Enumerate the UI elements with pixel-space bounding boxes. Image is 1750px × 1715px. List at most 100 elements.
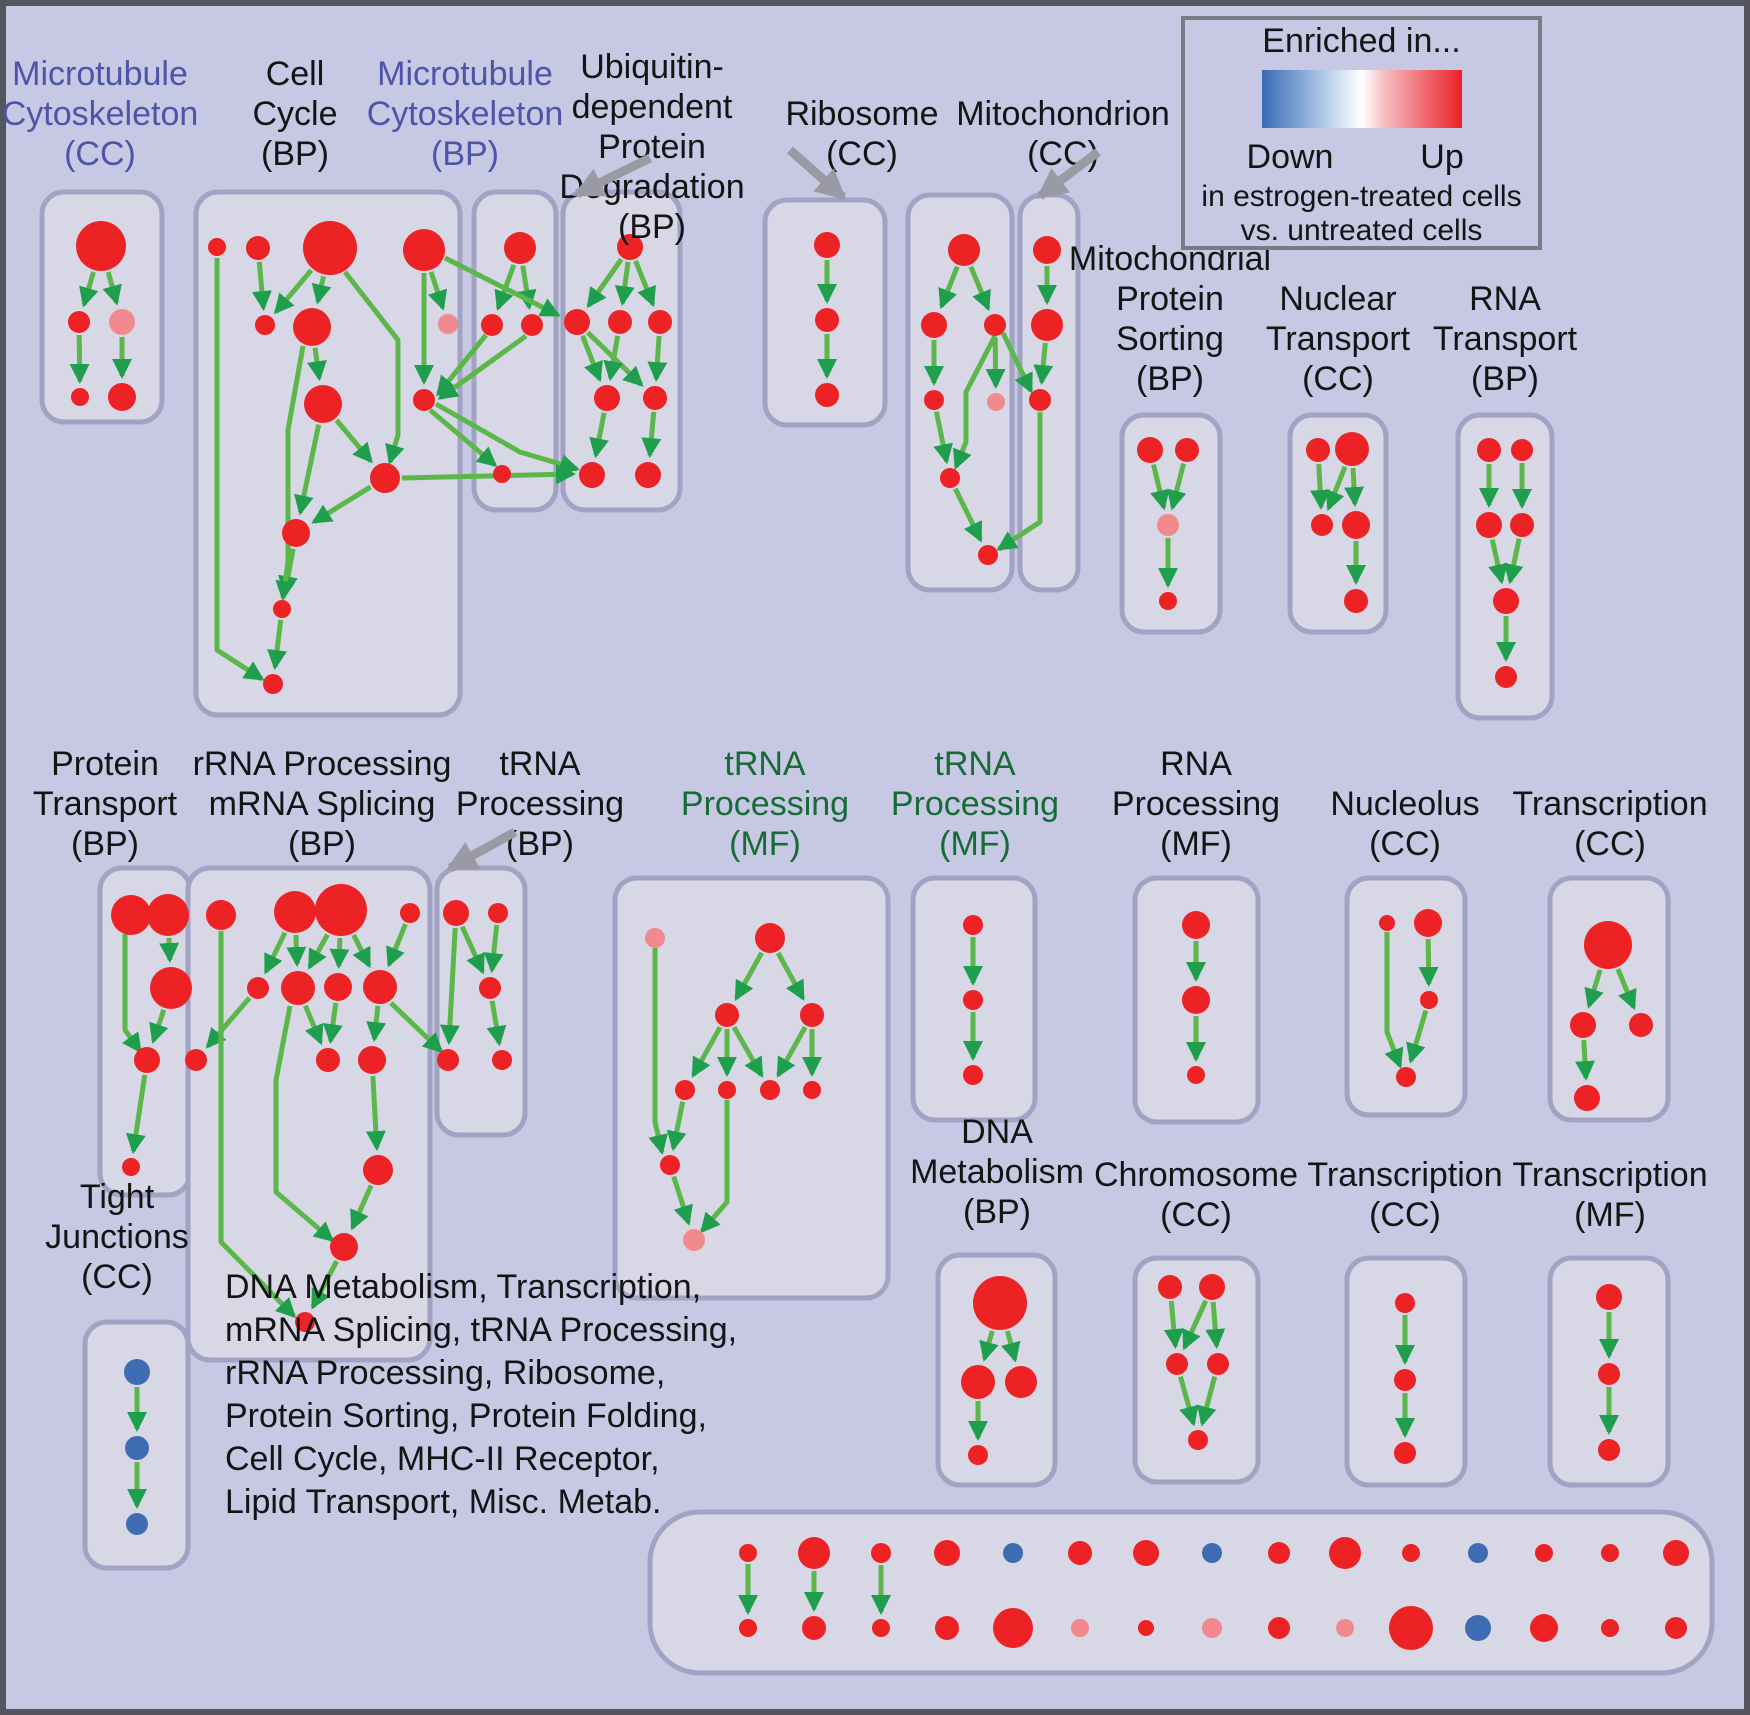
shared-terms-text-line: DNA Metabolism, Transcription, bbox=[225, 1268, 701, 1306]
go-term-node-red bbox=[815, 383, 839, 407]
cluster-box-nucleolus bbox=[1344, 875, 1468, 1118]
go-term-node-blue bbox=[125, 1436, 149, 1460]
go-term-node-red bbox=[635, 462, 661, 488]
go-term-node-red bbox=[1476, 512, 1502, 538]
cluster-label-line: (MF) bbox=[1574, 1196, 1646, 1234]
go-term-node-red bbox=[263, 674, 283, 694]
go-term-node-red bbox=[940, 468, 960, 488]
go-term-node-red bbox=[594, 385, 620, 411]
go-term-node-red bbox=[363, 1155, 393, 1185]
edge-cross bbox=[389, 1001, 444, 1054]
cluster-label-line: Processing bbox=[1112, 785, 1280, 823]
cluster-label-line: (CC) bbox=[1027, 135, 1099, 173]
go-term-node-red bbox=[921, 312, 947, 338]
shared-terms-text-line: Cell Cycle, MHC-II Receptor, bbox=[225, 1440, 660, 1478]
go-term-node-red bbox=[1379, 915, 1395, 931]
go-term-node-red bbox=[1601, 1619, 1619, 1637]
go-term-node-red bbox=[1031, 309, 1063, 341]
cluster-label-line: (CC) bbox=[1302, 360, 1374, 398]
go-term-node-red bbox=[961, 1365, 995, 1399]
legend-subtitle-2: vs. untreated cells bbox=[1241, 214, 1483, 247]
go-term-node-red bbox=[1389, 1606, 1433, 1650]
cluster-label-line: Transport bbox=[33, 785, 178, 823]
go-term-node-red bbox=[968, 1445, 988, 1465]
go-term-node-red bbox=[488, 903, 508, 923]
go-term-node-red bbox=[814, 232, 840, 258]
edge-cross bbox=[1000, 331, 1034, 394]
go-term-node-red bbox=[150, 967, 192, 1009]
cluster-label-line: Microtubule bbox=[377, 55, 553, 93]
go-term-node-red bbox=[1029, 389, 1051, 411]
legend-down-label: Down bbox=[1247, 138, 1334, 176]
go-term-node-red bbox=[739, 1619, 757, 1637]
go-term-node-red bbox=[1068, 1541, 1092, 1565]
edge bbox=[603, 335, 624, 382]
cluster-label-line: Ribosome bbox=[785, 95, 938, 133]
go-term-node-red bbox=[363, 970, 397, 1004]
go-term-node-blue bbox=[1465, 1615, 1491, 1641]
go-term-node-red bbox=[185, 1049, 207, 1071]
go-term-node-red bbox=[1394, 1369, 1416, 1391]
edge bbox=[1584, 969, 1604, 1009]
go-term-node-red bbox=[370, 463, 400, 493]
go-term-node-red bbox=[643, 386, 667, 410]
cluster-label-line: (BP) bbox=[1471, 360, 1539, 398]
go-term-node-blue bbox=[1202, 1543, 1222, 1563]
edge-cross bbox=[648, 948, 668, 1155]
go-term-node-red bbox=[1133, 1540, 1159, 1566]
edge bbox=[614, 261, 635, 307]
annotation-arrow bbox=[1036, 148, 1101, 200]
go-term-node-pink bbox=[438, 314, 458, 334]
edge bbox=[293, 424, 322, 516]
go-term-node-red bbox=[68, 311, 90, 333]
cluster-box-dna-metabolism bbox=[935, 1252, 1058, 1488]
go-term-node-red bbox=[1414, 909, 1442, 937]
go-term-node-red bbox=[1137, 437, 1163, 463]
edge bbox=[775, 951, 806, 1001]
cluster-label-line: tRNA bbox=[499, 745, 581, 783]
cluster-box-transcription-cc-upper bbox=[1547, 875, 1671, 1123]
edge-cross bbox=[437, 333, 528, 401]
edge bbox=[439, 927, 460, 1046]
go-term-node-red bbox=[293, 308, 331, 346]
go-term-node-red bbox=[802, 1616, 826, 1640]
edge bbox=[149, 1009, 169, 1044]
go-term-node-red bbox=[1598, 1439, 1620, 1461]
go-term-node-red bbox=[76, 221, 126, 271]
cluster-label-line: Microtubule bbox=[12, 55, 188, 93]
go-term-node-red bbox=[1175, 438, 1199, 462]
go-term-node-red bbox=[208, 238, 226, 256]
go-term-node-red bbox=[206, 900, 236, 930]
edge bbox=[979, 1330, 999, 1362]
go-term-node-red bbox=[1396, 1067, 1416, 1087]
cluster-label-line: Transcription bbox=[1512, 1156, 1707, 1194]
edge bbox=[1163, 1300, 1184, 1350]
go-term-node-red bbox=[617, 234, 643, 260]
go-term-node-blue bbox=[124, 1359, 150, 1385]
go-term-node-red bbox=[1402, 1544, 1420, 1562]
go-term-node-red bbox=[108, 383, 136, 411]
go-term-node-red bbox=[1335, 432, 1369, 466]
edge bbox=[159, 937, 180, 964]
cluster-label-line: Processing bbox=[456, 785, 624, 823]
go-term-node-red bbox=[1311, 514, 1333, 536]
go-term-node-red bbox=[800, 1003, 824, 1027]
cluster-label-line: mRNA Splicing bbox=[209, 785, 436, 823]
go-term-node-red bbox=[1306, 438, 1330, 462]
edge bbox=[1344, 467, 1364, 508]
cluster-label-line: (BP) bbox=[71, 825, 139, 863]
edge bbox=[586, 257, 624, 309]
cluster-label-line: Transport bbox=[1433, 320, 1578, 358]
cluster-label-line: DNA bbox=[961, 1113, 1033, 1151]
edge bbox=[731, 1025, 764, 1078]
go-term-node-blue bbox=[126, 1513, 148, 1535]
go-term-node-red bbox=[134, 1047, 160, 1073]
edge bbox=[125, 1074, 148, 1155]
legend-title: Enriched in... bbox=[1262, 22, 1460, 60]
go-term-node-red bbox=[948, 234, 980, 266]
go-term-node-red bbox=[413, 389, 435, 411]
cluster-label-line: Cell bbox=[266, 55, 325, 93]
go-term-node-red bbox=[1342, 511, 1370, 539]
edge-cross bbox=[121, 934, 143, 1054]
